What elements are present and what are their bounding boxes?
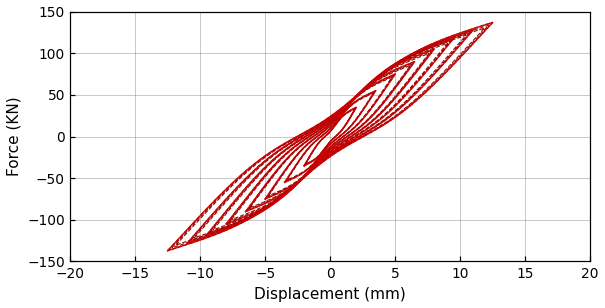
Y-axis label: Force (KN): Force (KN) [6,97,21,176]
X-axis label: Displacement (mm): Displacement (mm) [254,287,406,302]
